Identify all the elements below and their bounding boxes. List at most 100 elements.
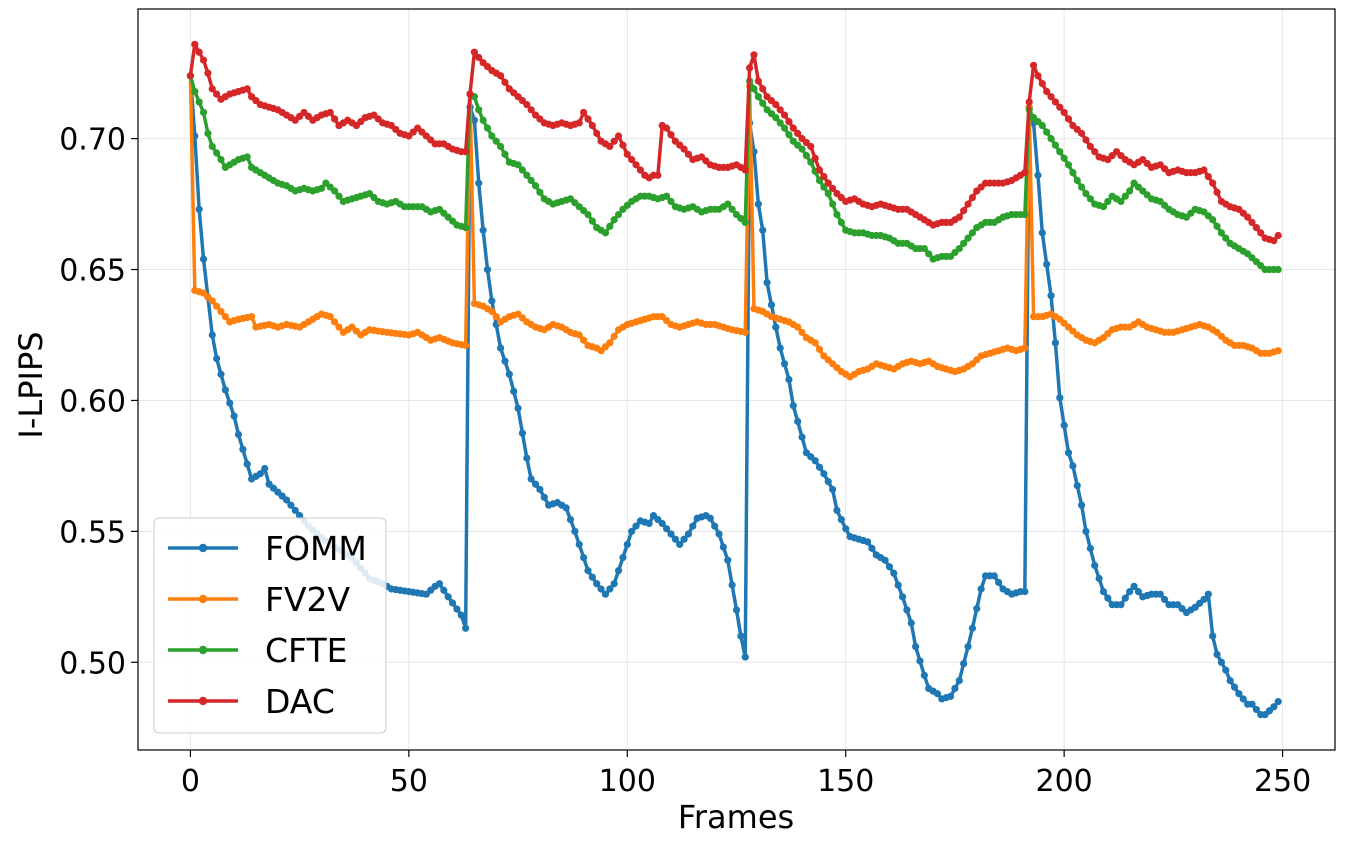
data-point (1270, 703, 1278, 711)
legend-item-fv2v: FV2V (168, 580, 351, 619)
data-point (920, 244, 928, 253)
data-point (610, 216, 618, 224)
data-point (1021, 344, 1029, 352)
data-point (571, 527, 579, 535)
data-point (1056, 394, 1064, 402)
data-point (815, 463, 824, 471)
data-point (501, 150, 509, 158)
data-point (584, 567, 592, 575)
data-point (195, 48, 203, 56)
data-point (496, 72, 505, 80)
legend: FOMM FV2V CFTE DAC (153, 517, 387, 734)
data-point (1038, 229, 1046, 237)
data-point (287, 501, 295, 509)
legend-item-dac: DAC (168, 682, 335, 721)
data-point (601, 229, 610, 237)
data-point (606, 222, 614, 230)
x-tick-label: 200 (1036, 764, 1093, 799)
data-point (1064, 449, 1073, 457)
data-point (628, 527, 636, 535)
data-point (523, 100, 531, 109)
data-point (829, 485, 837, 494)
data-point (575, 119, 583, 127)
data-point (955, 213, 963, 221)
data-point (536, 485, 544, 494)
data-point (1038, 121, 1046, 130)
data-point (772, 114, 780, 122)
data-point (610, 580, 618, 588)
data-point (1047, 135, 1055, 143)
data-point (767, 301, 776, 309)
data-point (754, 200, 762, 208)
data-point (1117, 601, 1125, 609)
data-point (1069, 169, 1077, 177)
data-point (1060, 421, 1068, 429)
data-point (462, 148, 470, 156)
data-point (964, 642, 972, 651)
data-point (518, 166, 527, 174)
data-point (243, 153, 251, 161)
data-point (785, 117, 793, 126)
data-point (514, 404, 522, 412)
data-point (912, 642, 920, 651)
data-point (291, 506, 299, 515)
legend-label: CFTE (265, 631, 347, 670)
data-point (523, 454, 531, 462)
data-point (1091, 148, 1099, 156)
data-point (759, 85, 767, 93)
data-point (1060, 108, 1068, 117)
data-point (667, 197, 675, 206)
legend-label: FOMM (265, 529, 367, 568)
series-dac (186, 40, 1282, 245)
data-point (1248, 218, 1256, 226)
data-point (960, 659, 968, 668)
data-point (326, 108, 334, 117)
data-point (737, 632, 745, 640)
data-point (1021, 169, 1029, 177)
data-point (776, 344, 784, 352)
data-point (829, 184, 837, 192)
data-point (654, 171, 662, 179)
data-point (213, 354, 221, 363)
y-tick-label: 0.50 (59, 646, 126, 681)
legend-marker (198, 594, 208, 604)
data-point (1099, 587, 1108, 596)
data-point (505, 370, 513, 378)
data-point (894, 581, 902, 589)
data-point (759, 226, 767, 234)
data-point (1217, 658, 1226, 666)
x-tick-label: 250 (1254, 764, 1311, 799)
data-point (496, 142, 505, 151)
data-point (217, 370, 225, 378)
data-point (903, 606, 911, 614)
data-point (763, 279, 771, 287)
data-point (1043, 260, 1051, 268)
data-point (462, 224, 470, 232)
series-cfte (186, 72, 1282, 274)
data-point (588, 121, 596, 130)
data-point (680, 145, 688, 153)
data-point (1222, 234, 1230, 242)
y-axis-label: I-LPIPS (12, 331, 50, 438)
data-point (785, 375, 793, 384)
data-point (750, 85, 758, 93)
data-point (261, 464, 269, 473)
data-point (606, 585, 614, 593)
data-point (658, 519, 666, 528)
data-point (680, 535, 688, 543)
data-point (208, 297, 216, 305)
data-point (527, 106, 535, 114)
data-point (794, 417, 802, 425)
data-point (597, 585, 605, 593)
data-point (754, 77, 762, 85)
data-point (527, 176, 535, 185)
data-point (794, 323, 802, 331)
data-point (798, 328, 806, 336)
data-point (1082, 190, 1090, 198)
data-point (1244, 213, 1252, 221)
data-point (1056, 148, 1064, 156)
data-point (1021, 210, 1029, 219)
data-point (1086, 544, 1094, 552)
data-point (968, 624, 977, 632)
data-point (523, 171, 531, 179)
